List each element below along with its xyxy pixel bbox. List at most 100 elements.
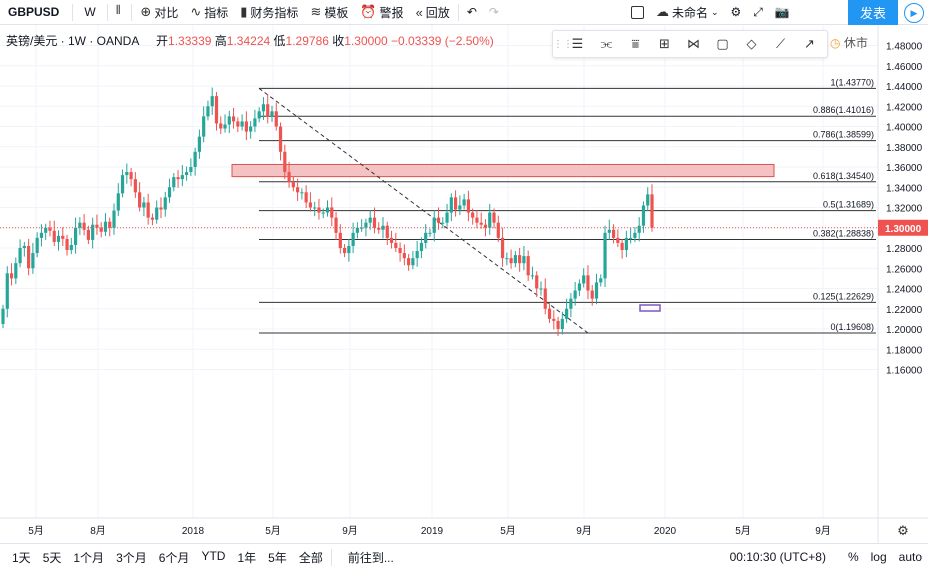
candle-body <box>91 224 95 240</box>
price-tick-label: 1.34000 <box>886 183 923 194</box>
rotated-rectangle-icon[interactable]: ◇ <box>746 36 757 51</box>
candle-body <box>159 207 163 210</box>
open-label: 开 <box>156 34 169 48</box>
symbol-search[interactable]: GBPUSD <box>8 5 60 19</box>
log-toggle[interactable]: log <box>870 550 887 564</box>
range-button[interactable]: 1个月 <box>73 551 105 565</box>
candle-body <box>270 111 274 117</box>
dashed-trendline[interactable] <box>258 87 589 334</box>
undo-button[interactable]: ↶ <box>461 0 483 25</box>
candle-body <box>543 288 547 309</box>
selection-marker[interactable] <box>639 304 661 312</box>
alerts-button[interactable]: ⏰ 警报 <box>354 0 409 25</box>
pattern-icon[interactable]: ⋈ <box>687 36 700 51</box>
candle-body <box>78 222 82 228</box>
financials-button[interactable]: ▮ 财务指标 <box>234 0 304 25</box>
range-button[interactable]: 5天 <box>42 551 62 565</box>
candle-body <box>69 244 73 251</box>
range-button[interactable]: 1年 <box>237 551 257 565</box>
chart-type-button[interactable]: 𝍪 <box>110 0 129 25</box>
candle-body <box>65 238 69 251</box>
candle-body <box>407 258 411 266</box>
indicators-button[interactable]: ∿ 指标 <box>184 0 234 25</box>
range-buttons: 1天 5天 1个月 3个月 6个月 YTD 1年 5年 全部 <box>0 549 329 566</box>
high-value: 1.34224 <box>226 34 271 48</box>
fibonacci-retracement[interactable]: 1(1.43770) 0.886(1.41016) 0.786(1.38599) 0.… <box>259 77 876 334</box>
compare-label: 对比 <box>154 5 179 20</box>
compare-button[interactable]: ⊕ 对比 <box>134 0 184 25</box>
fib-channel-icon[interactable]: ⩸ <box>631 36 640 51</box>
replay-button[interactable]: «回放 <box>410 0 456 25</box>
candle-body <box>650 194 654 228</box>
candle-body <box>381 225 385 230</box>
candle-body <box>462 199 466 206</box>
candle-body <box>86 229 90 240</box>
range-button[interactable]: YTD <box>201 549 226 563</box>
range-button[interactable]: 5年 <box>268 551 287 565</box>
candle-body <box>629 237 633 239</box>
price-tick-label: 1.46000 <box>886 62 923 73</box>
fib-level-label: 1(1.43770) <box>830 77 874 87</box>
price-axis[interactable]: 1.48000 1.46000 1.44000 1.42000 1.40000 1.380… <box>877 25 928 543</box>
candle-body <box>125 172 129 176</box>
candle-body <box>385 225 389 238</box>
redo-button[interactable]: ↷ <box>483 0 505 25</box>
settings-button[interactable]: ⚙ <box>725 0 748 25</box>
price-tick-label: 1.24000 <box>886 285 923 296</box>
candle-body <box>616 237 620 243</box>
fib-retracement-icon[interactable]: ⊞ <box>659 36 670 51</box>
price-tick-label: 1.22000 <box>886 305 923 316</box>
percent-toggle[interactable]: % <box>847 550 859 564</box>
candle-body <box>146 202 150 218</box>
chevron-down-icon: ⌄ <box>710 6 719 17</box>
range-button[interactable]: 1天 <box>12 551 31 565</box>
candle-body <box>565 308 569 319</box>
goto-button[interactable]: 前往到... <box>347 551 394 565</box>
interval-button[interactable]: W <box>84 5 96 19</box>
range-button[interactable]: 3个月 <box>116 551 147 565</box>
fullscreen-checkbox[interactable] <box>625 0 650 25</box>
rectangle-icon[interactable]: ▢ <box>716 36 729 51</box>
bottom-right: 00:10:30 (UTC+8) % log auto <box>730 550 922 564</box>
range-button[interactable]: 全部 <box>298 551 323 565</box>
candle-body <box>535 275 539 289</box>
candle-body <box>82 222 86 230</box>
publish-button[interactable]: 发表 <box>848 0 898 25</box>
candle-body <box>471 212 475 218</box>
legend-title[interactable]: 英镑/美元 · 1W · OANDA <box>6 34 139 48</box>
candle-body <box>142 202 146 208</box>
auto-toggle[interactable]: auto <box>898 550 922 564</box>
candle-body <box>223 124 227 129</box>
supply-zone-rect[interactable] <box>231 163 775 178</box>
drag-handle-icon[interactable]: ⋮⋮ <box>553 38 573 50</box>
clock-label[interactable]: 00:10:30 (UTC+8) <box>729 550 826 564</box>
candle-body <box>530 275 535 277</box>
range-button[interactable]: 6个月 <box>158 551 190 565</box>
time-axis[interactable]: 5月 8月 2018 5月 9月 2019 5月 9月 2020 5月 9月 <box>0 517 928 537</box>
play-icon[interactable]: ▶ <box>904 3 924 23</box>
candle-body <box>138 192 142 208</box>
layout-button[interactable]: ☁ 未命名 ⌄ <box>650 0 725 25</box>
axis-settings-gear-icon[interactable]: ⚙ <box>897 523 909 538</box>
alerts-label: 警报 <box>379 5 404 20</box>
trend-line-icon[interactable]: ⟋ <box>775 36 786 51</box>
bottom-bar: 1天 5天 1个月 3个月 6个月 YTD 1年 5年 全部 前往到... 00:10:30 (… <box>0 543 928 571</box>
templates-button[interactable]: ≋ 模板 <box>304 0 354 25</box>
candle-body <box>522 256 526 264</box>
pitchfork-icon[interactable]: ⫘ <box>600 36 613 51</box>
fullscreen-button[interactable]: ⤢ <box>747 0 769 25</box>
ray-icon[interactable]: ↗ <box>804 36 815 51</box>
fib-level-label: 0.786(1.38599) <box>813 130 874 140</box>
candle-body <box>389 237 394 243</box>
last-price-badge <box>878 219 928 236</box>
candle-body <box>453 197 458 210</box>
candle-body <box>436 217 441 223</box>
candle-body <box>599 278 603 283</box>
horizontal-lines-icon[interactable]: ☰ <box>571 36 584 51</box>
snapshot-button[interactable]: 📷 <box>769 0 796 25</box>
price-chart[interactable]: 1(1.43770) 0.886(1.41016) 0.786(1.38599) 0.… <box>0 25 928 543</box>
candle-body <box>291 182 295 188</box>
candle-body <box>150 217 155 220</box>
fib-level-label: 0.618(1.34540) <box>813 171 874 181</box>
candle-body <box>586 275 590 291</box>
